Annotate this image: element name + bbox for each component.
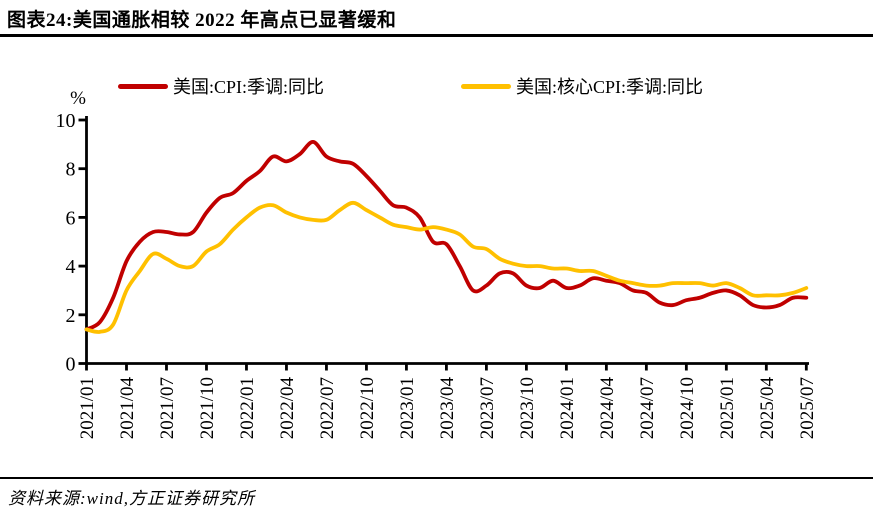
x-tick-label: 2023/04 <box>437 377 458 440</box>
x-tick-label: 2023/10 <box>517 377 538 439</box>
legend-item-core-cpi: 美国:核心CPI:季调:同比 <box>461 76 704 97</box>
x-tick-label: 2024/10 <box>677 377 698 439</box>
x-tick-label: 2023/07 <box>477 377 498 439</box>
x-tick-label: 2022/01 <box>237 377 258 439</box>
x-tick-label: 2022/07 <box>317 377 338 439</box>
x-tick-label: 2024/07 <box>637 377 658 439</box>
x-tick-label: 2023/01 <box>397 377 418 439</box>
footer-divider <box>0 477 873 479</box>
y-tick-label: 6 <box>66 207 76 229</box>
y-tick-label: 8 <box>66 159 76 181</box>
cpi-legend-label: 美国:CPI:季调:同比 <box>173 77 325 97</box>
x-tick-label: 2025/01 <box>717 377 738 439</box>
x-tick-label: 2022/04 <box>277 377 298 440</box>
y-tick-label: 10 <box>56 110 76 132</box>
core-cpi-legend-label: 美国:核心CPI:季调:同比 <box>516 77 704 97</box>
y-tick-label: 0 <box>66 354 76 376</box>
x-tick-label: 2024/01 <box>557 377 578 439</box>
title-divider <box>0 34 873 37</box>
series-line-0 <box>84 140 809 332</box>
x-tick-label: 2022/10 <box>357 377 378 439</box>
core-cpi-line-swatch <box>461 83 511 89</box>
series-line-1 <box>84 200 809 334</box>
x-tick-label: 2021/10 <box>197 377 218 439</box>
source-note: 资料来源:wind,方正证券研究所 <box>8 489 255 508</box>
y-tick-label: 2 <box>66 305 76 327</box>
chart-title: 图表24:美国通胀相较 2022 年高点已显著缓和 <box>7 10 397 31</box>
x-tick-label: 2025/04 <box>757 377 778 440</box>
cpi-line-swatch <box>118 83 168 89</box>
y-tick-label: 4 <box>66 256 76 278</box>
legend-item-cpi: 美国:CPI:季调:同比 <box>118 76 325 97</box>
x-tick-label: 2021/01 <box>77 377 98 439</box>
x-tick-label: 2024/04 <box>597 377 618 440</box>
x-tick-label: 2025/07 <box>797 377 818 439</box>
y-axis-unit-label: % <box>70 88 86 109</box>
x-tick-label: 2021/04 <box>117 377 138 440</box>
x-tick-label: 2021/07 <box>157 377 178 439</box>
